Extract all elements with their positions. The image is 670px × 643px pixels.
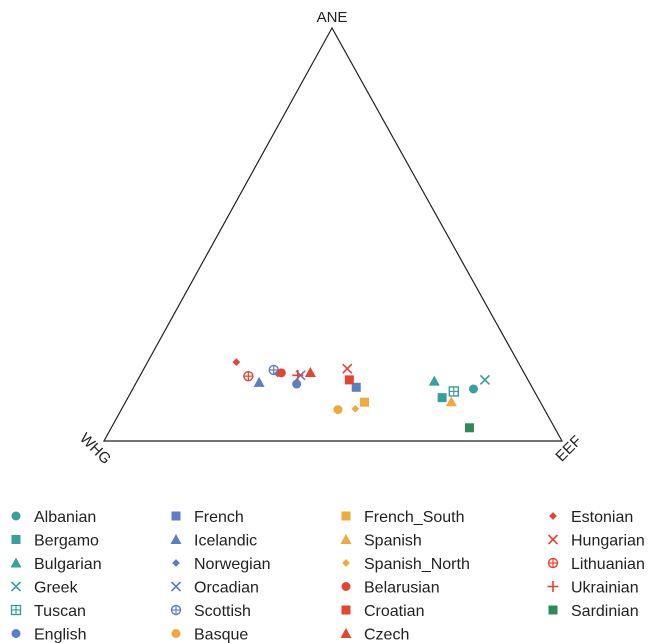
legend-item-norwegian: Norwegian [172,556,270,573]
point-bergamo [437,393,447,403]
legend-label-bulgarian: Bulgarian [34,556,102,573]
point-basque [333,405,343,415]
legend-label-croatian: Croatian [364,603,424,620]
legend-item-basque: Basque [171,627,248,643]
point-belarusian [276,368,286,378]
point-tuscan [448,386,459,397]
legend-marker-basque [171,629,181,638]
legend-item-ukrainian: Ukrainian [547,580,639,597]
legend-item-bergamo: Bergamo [11,533,99,550]
point-albanian [468,384,478,394]
legend-label-tuscan: Tuscan [34,603,86,620]
legend-marker-ukrainian [547,581,559,592]
point-icelandic [253,376,265,387]
point-sardinian [464,423,474,433]
legend-item-spanish: Spanish [340,533,422,550]
point-french-south [360,397,370,407]
legend-marker-spanish-north [342,559,350,567]
legend-marker-orcadian [170,581,182,592]
legend-label-spanish: Spanish [364,533,422,550]
point-estonian [232,358,241,366]
legend-item-spanish-north: Spanish_North [342,556,470,573]
point-spanish [445,396,457,407]
legend-marker-french-south [341,511,351,521]
legend-label-czech: Czech [364,627,409,643]
legend-label-estonian: Estonian [571,509,633,526]
legend-marker-icelandic [170,534,182,544]
ternary-triangle-outline [102,26,564,442]
legend: Albanian Bergamo Bulgarian Greek Tuscan Engli… [10,509,645,643]
legend-item-french: French [171,509,244,526]
legend-item-hungarian: Hungarian [547,533,645,550]
legend-item-estonian: Estonian [549,509,633,526]
point-greek [479,374,490,385]
legend-label-spanish-north: Spanish_North [364,556,470,573]
legend-item-orcadian: Orcadian [170,580,259,597]
vertex-label-eef: EEF [552,432,585,465]
legend-label-ukrainian: Ukrainian [571,580,639,597]
point-croatian [344,375,354,385]
legend-marker-scottish [170,604,182,616]
legend-marker-greek [10,581,22,592]
legend-label-lithuanian: Lithuanian [571,556,645,573]
legend-marker-tuscan [10,604,22,616]
legend-label-albanian: Albanian [34,509,96,526]
legend-label-norwegian: Norwegian [194,556,270,573]
legend-label-hungarian: Hungarian [571,533,645,550]
legend-item-belarusian: Belarusian [341,580,440,597]
legend-item-bulgarian: Bulgarian [10,556,102,573]
legend-label-icelandic: Icelandic [194,533,257,550]
point-spanish-north [351,404,360,413]
legend-marker-norwegian [172,559,180,567]
legend-label-bergamo: Bergamo [34,533,99,550]
legend-item-english: English [11,627,86,643]
legend-item-scottish: Scottish [170,603,251,620]
legend-item-albanian: Albanian [11,509,96,526]
legend-label-scottish: Scottish [194,603,251,620]
legend-item-croatian: Croatian [341,603,424,620]
legend-marker-czech [340,628,352,638]
legend-marker-lithuanian [547,557,559,569]
vertex-label-whg: WHG [76,430,114,468]
legend-marker-bergamo [11,535,21,544]
legend-marker-hungarian [547,534,559,545]
legend-label-belarusian: Belarusian [364,580,440,597]
legend-marker-estonian [549,512,557,520]
point-ukrainian [292,369,304,381]
legend-label-french: French [194,509,244,526]
legend-label-english: English [34,627,86,643]
legend-marker-spanish [340,534,352,544]
legend-item-lithuanian: Lithuanian [547,556,645,573]
legend-marker-albanian [11,511,21,521]
point-hungarian [342,363,353,374]
legend-label-french-south: French_South [364,509,465,526]
legend-marker-croatian [341,605,351,615]
point-english [292,379,302,389]
legend-item-greek: Greek [10,580,79,597]
legend-label-greek: Greek [34,580,79,597]
legend-label-orcadian: Orcadian [194,580,259,597]
vertex-label-ane: ANE [317,9,348,26]
legend-marker-bulgarian [10,557,22,568]
legend-label-basque: Basque [194,627,248,643]
point-french [351,382,361,392]
legend-item-sardinian: Sardinian [548,603,639,620]
legend-item-tuscan: Tuscan [10,603,86,620]
legend-marker-belarusian [341,582,351,591]
legend-item-french-south: French_South [341,509,465,526]
point-lithuanian [243,370,254,382]
point-czech [304,366,316,377]
data-points [232,358,490,433]
legend-marker-sardinian [548,605,558,615]
legend-marker-english [11,629,21,638]
point-bulgarian [428,375,440,386]
legend-item-icelandic: Icelandic [170,533,257,550]
legend-marker-french [171,511,181,521]
legend-item-czech: Czech [340,627,409,643]
legend-label-sardinian: Sardinian [571,603,639,620]
